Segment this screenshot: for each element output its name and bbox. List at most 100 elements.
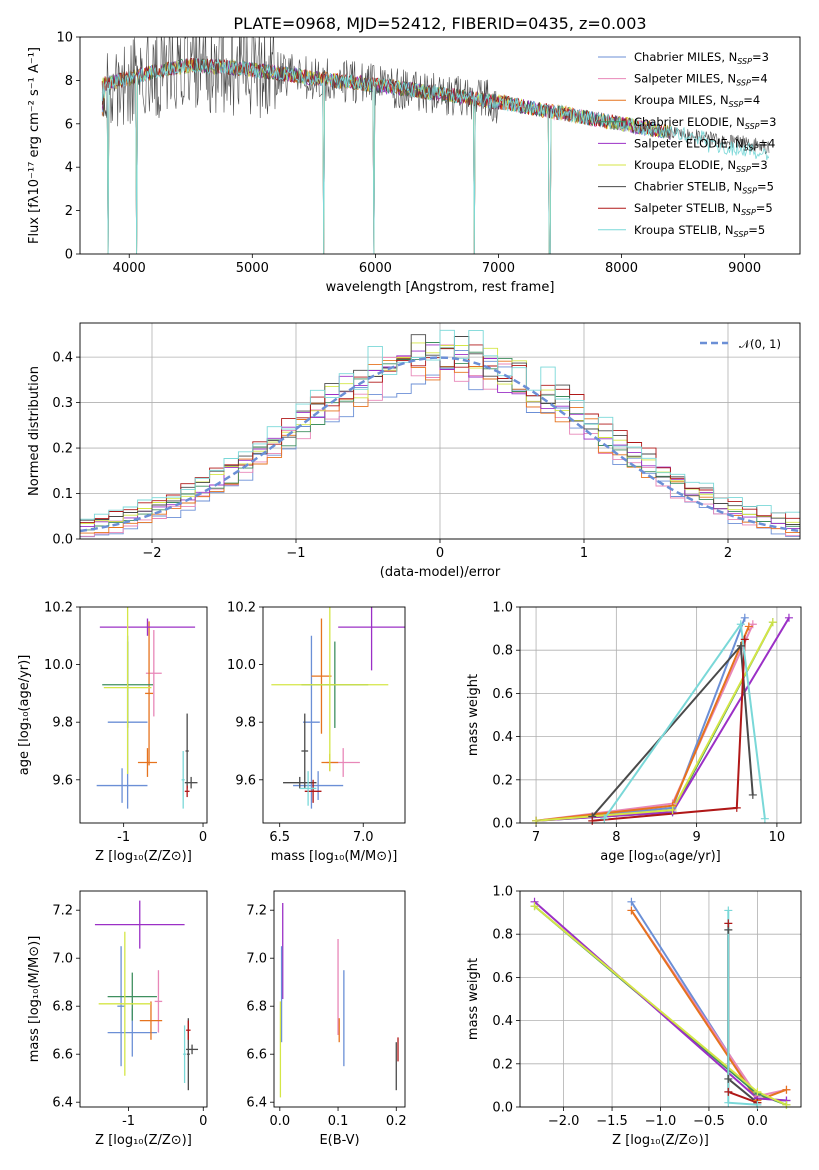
x-tick-label: −1.5 [596,1114,628,1129]
clip-group [94,900,199,1091]
x-tick-label: 9000 [728,261,761,276]
x-axis-label: (data-model)/error [380,565,501,580]
weight-marker-2 [744,622,753,631]
legend-label-7: Salpeter STELIB, NSSP=5 [634,201,773,217]
x-tick-label: 0 [199,830,207,845]
axes-frame [79,890,208,1108]
y-tick-label: 7.0 [246,952,267,967]
x-tick-label: 7000 [482,261,515,276]
y-tick-label: 2 [65,204,73,219]
y-tick-label: 10.2 [44,601,73,616]
x-tick-label: 0.2 [386,1114,407,1129]
weight-line-0 [536,617,746,822]
weight-marker-2 [627,906,636,915]
legend-label-4: Salpeter ELODIE, NSSP=4 [634,136,775,152]
weight-marker-6 [724,1074,733,1083]
clip-group [271,607,405,809]
y-tick-label: 0.8 [492,644,513,659]
weight-line-2 [535,626,750,822]
y-tick-label: 7.2 [52,904,73,919]
axes-frame [262,606,406,824]
weight-marker-7 [724,919,733,928]
y-tick-label: 4 [65,161,73,176]
x-tick-label: 9 [692,830,700,845]
x-tick-label: -1 [117,830,130,845]
x-axis-label: Z [log₁₀(Z/Z⊙)] [95,849,192,864]
legend-label-5: Kroupa ELODIE, NSSP=3 [634,158,768,174]
x-tick-label: 5000 [236,261,269,276]
y-tick-label: 0.0 [492,1101,513,1116]
y-tick-label: 7.0 [52,952,73,967]
y-axis-label: mass weight [466,958,481,1040]
x-tick-label: 2 [724,546,732,561]
x-axis-label: E(B-V) [319,1133,359,1148]
clip-group [279,903,399,1098]
weight-marker-5 [532,816,541,825]
weight-marker-8 [760,814,769,823]
weight-marker-5 [668,806,677,815]
clip-group [535,617,790,822]
clip-group [80,329,800,538]
x-tick-label: 7 [532,830,540,845]
weight-marker-1 [748,620,757,629]
hist-legend-label: 𝒩(0, 1) [739,337,781,351]
x-tick-label: 4000 [113,261,146,276]
y-tick-label: 9.6 [52,773,73,788]
x-axis-label: Z [log₁₀(Z/Z⊙)] [95,1133,192,1148]
figure-title: PLATE=0968, MJD=52412, FIBERID=0435, z=0… [233,14,646,33]
y-axis-label: age [log₁₀(age/yr)] [17,655,32,776]
x-tick-label: −2 [142,546,161,561]
weight-marker-0 [627,897,636,906]
x-tick-label: -1 [122,1114,135,1129]
axes-frame [519,890,802,1108]
histogram-step-8 [80,329,800,520]
y-tick-label: 1.0 [492,885,513,900]
weight-marker-5 [782,1100,791,1109]
y-tick-label: 10.0 [44,658,73,673]
x-tick-label: 0.0 [269,1114,290,1129]
x-tick-label: 8 [612,830,620,845]
legend-label-1: Salpeter MILES, NSSP=4 [634,72,768,88]
y-tick-label: 0.4 [52,351,73,366]
weight-marker-8 [724,906,733,915]
axes-frame [79,36,801,255]
y-tick-label: 6.4 [246,1096,267,1111]
y-tick-label: 0.4 [492,730,513,745]
y-tick-label: 0.3 [52,396,73,411]
y-tick-label: 6.8 [52,1000,73,1015]
x-tick-label: −1 [286,546,305,561]
weight-marker-0 [740,613,749,622]
weight-marker-8 [753,1100,762,1109]
y-axis-label: mass weight [466,674,481,756]
y-tick-label: 0.0 [52,533,73,548]
weight-marker-4 [784,613,793,622]
y-axis-label: mass [log₁₀(M/M⊙)] [27,936,42,1063]
y-tick-label: 10.0 [227,658,256,673]
x-tick-label: 0.1 [328,1114,349,1129]
x-axis-label: mass [log₁₀(M/M⊙)] [271,849,398,864]
plot-layer: 4000 5000 6000 7000 8000 90000246810wavelengt… [17,31,802,1148]
y-tick-label: 9.8 [52,716,73,731]
x-axis-label: Z [log₁₀(Z/Z⊙)] [612,1133,709,1148]
y-tick-label: 0.2 [492,1057,513,1072]
x-tick-label: 6000 [359,261,392,276]
weight-marker-8 [724,1098,733,1107]
y-tick-label: 6.6 [246,1048,267,1063]
legend-label-0: Chabrier MILES, NSSP=3 [634,50,769,66]
y-tick-label: 6.8 [246,1000,267,1015]
spectrum-line-8 [101,58,770,254]
legend-label-6: Chabrier STELIB, NSSP=5 [634,180,774,196]
axes-frame [79,322,801,540]
x-tick-label: 10 [769,830,786,845]
clip-group [101,37,770,254]
weight-marker-5 [530,902,539,911]
y-tick-label: 0.6 [492,971,513,986]
x-axis-label: age [log₁₀(age/yr)] [600,849,721,864]
weight-marker-8 [600,814,609,823]
y-tick-label: 0.1 [52,487,73,502]
y-tick-label: 0.0 [492,817,513,832]
x-axis-label: wavelength [Angstrom, rest frame] [326,280,555,295]
x-tick-label: 0 [436,546,444,561]
y-tick-label: 7.2 [246,904,267,919]
x-tick-label: 8000 [605,261,638,276]
